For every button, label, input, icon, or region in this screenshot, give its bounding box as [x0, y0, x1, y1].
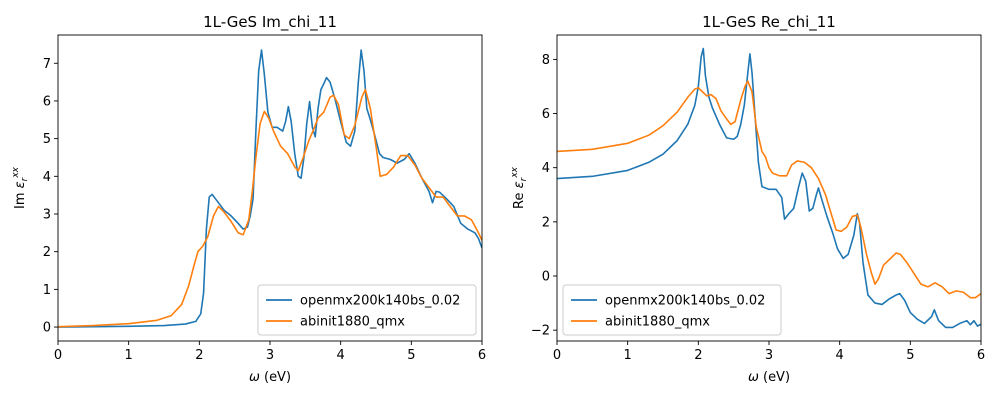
chart-1-series-1-line [58, 49, 482, 328]
chart-1-y-axis-symbol: ε [13, 181, 28, 188]
chart-2-x-tick-label: 6 [977, 348, 985, 363]
chart-2-title: 1L-GeS Re_chi_11 [702, 13, 836, 32]
chart-1-y-axis-sub: r [20, 176, 30, 181]
chart-1-y-tick-label: 7 [43, 57, 51, 72]
chart-1-legend-box [257, 284, 477, 336]
chart-1-x-axis-label: ω (eV) [249, 370, 291, 385]
chart-2-y-axis-sup: xx [510, 166, 520, 178]
chart-2-legend-box [562, 284, 782, 336]
chart-1-x-tick-label: 4 [337, 348, 345, 363]
chart-1-y-tick-label: 5 [43, 132, 51, 147]
chart-1-series-2-line [58, 88, 482, 328]
chart-1-x-tick-label: 3 [266, 348, 274, 363]
chart-1-x-axis-unit: (eV) [260, 370, 291, 385]
chart-2-y-axis-label: Re εrxx [510, 166, 529, 209]
chart-1-y-axis-label: Im εrxx [11, 166, 30, 209]
chart-1-y-axis-sup: xx [11, 166, 21, 178]
chart-2-y-axis-sub: r [519, 176, 529, 181]
chart-2-y-axis-prefix: Re [512, 188, 527, 209]
chart-2-y-tick-label: −2 [531, 324, 550, 339]
chart-2-series-2-line [557, 80, 981, 299]
chart-2-y-tick-label: 8 [542, 53, 550, 68]
chart-1-legend-label-1: openmx200k140bs_0.02 [300, 294, 460, 309]
chart-2-x-tick-label: 3 [765, 348, 773, 363]
chart-1-legend-label-2: abinit1880_qmx [300, 315, 405, 330]
chart-1-y-axis-prefix: Im [13, 188, 28, 209]
chart-1-y-tick-label: 0 [43, 321, 51, 336]
chart-1-x-tick-label: 5 [407, 348, 415, 363]
chart-1-x-tick-label: 0 [54, 348, 62, 363]
chart-2-legend-label-1: openmx200k140bs_0.02 [605, 294, 765, 309]
chart-1-y-tick-label: 1 [43, 283, 51, 298]
chart-2-x-tick-label: 4 [836, 348, 844, 363]
chart-2-y-tick-label: 2 [542, 215, 550, 230]
chart-1-y-tick-label: 3 [43, 208, 51, 223]
chart-1-y-tick-label: 2 [43, 245, 51, 260]
chart-1-y-tick-label: 6 [43, 94, 51, 109]
chart-1-x-tick-label: 2 [195, 348, 203, 363]
chart-2-series-1-line [557, 47, 981, 329]
chart-2-x-tick-label: 2 [694, 348, 702, 363]
chart-1-group: 0 1 2 3 4 5 6 0 1 2 3 4 5 6 7 1L-GeS Im_chi_11 ω (eV) Im … [11, 13, 486, 385]
chart-1-y-tick-label: 4 [43, 170, 51, 185]
chart-2-legend-label-2: abinit1880_qmx [605, 315, 710, 330]
chart-2-y-tick-label: 0 [542, 270, 550, 285]
chart-2-x-axis-unit: (eV) [759, 370, 790, 385]
chart-2-y-axis-symbol: ε [512, 181, 527, 188]
chart-2-y-tick-label: 6 [542, 107, 550, 122]
chart-2-x-tick-label: 1 [624, 348, 632, 363]
chart-1-title: 1L-GeS Im_chi_11 [203, 13, 337, 32]
chart-1-x-axis-symbol: ω [249, 370, 260, 385]
chart-2-x-axis-symbol: ω [748, 370, 759, 385]
chart-2-x-tick-label: 5 [906, 348, 914, 363]
chart-1-x-tick-label: 1 [125, 348, 133, 363]
chart-2-x-axis-label: ω (eV) [748, 370, 790, 385]
chart-2-y-tick-label: 4 [542, 161, 550, 176]
chart-2-x-tick-label: 0 [553, 348, 561, 363]
chart-1-x-tick-label: 6 [478, 348, 486, 363]
